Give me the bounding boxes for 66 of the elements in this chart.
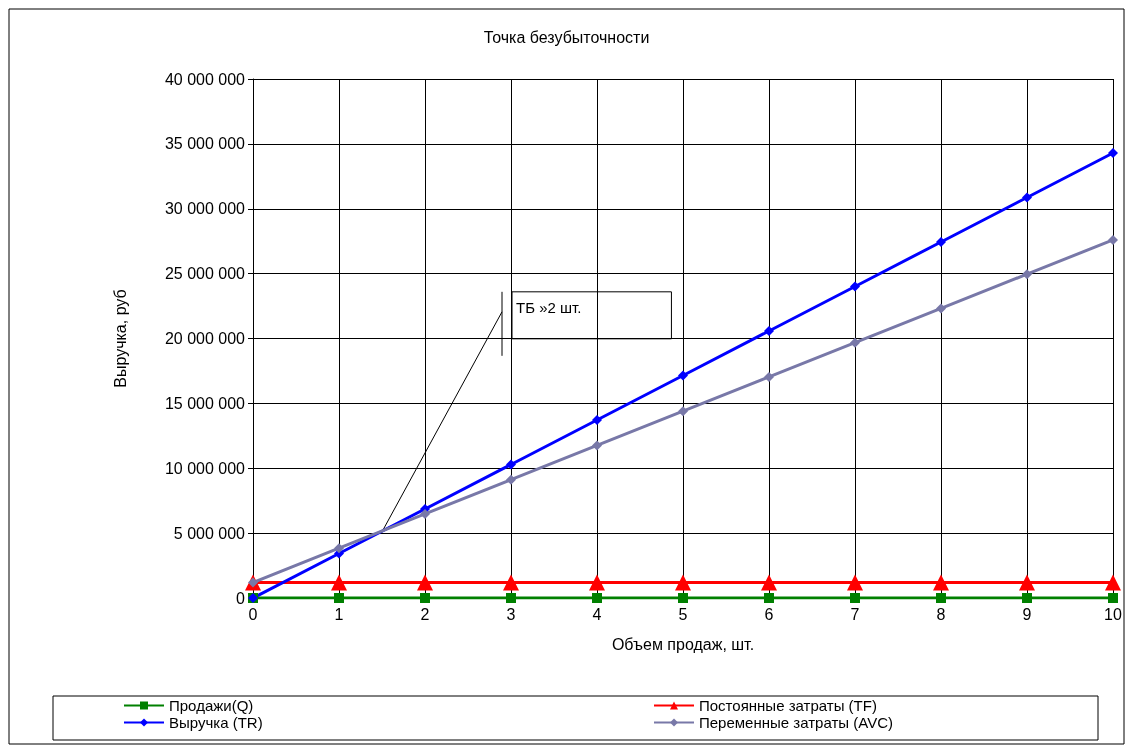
y-axis-title: Выручка, руб [111, 289, 129, 388]
point [1108, 593, 1118, 603]
point [1108, 234, 1118, 245]
point [936, 303, 946, 314]
point [933, 574, 949, 591]
y-tick-label: 35 000 000 [164, 135, 246, 153]
point [850, 593, 860, 603]
annotation: ТБ »2 шт. [516, 298, 582, 316]
legend-label: Продажи(Q) [169, 697, 254, 714]
point [1105, 574, 1121, 591]
point [1022, 269, 1032, 280]
y-tick-label: 10 000 000 [164, 459, 246, 477]
point [506, 593, 516, 603]
y-tick-label: 40 000 000 [164, 70, 246, 88]
point [675, 574, 691, 591]
point [678, 406, 688, 417]
legend-label: Выручка (TR) [169, 714, 263, 731]
point [678, 370, 688, 381]
y-tick-label: 20 000 000 [164, 330, 246, 347]
x-tick-label: 2 [420, 605, 430, 623]
point [850, 337, 860, 348]
point [764, 325, 774, 336]
x-tick-label: 1 [334, 605, 344, 623]
point [506, 474, 516, 485]
x-tick-label: 10 [1104, 605, 1122, 623]
point [506, 459, 516, 470]
point [420, 593, 430, 603]
point [764, 371, 774, 382]
x-tick-label: 7 [850, 605, 860, 623]
x-tick-label: 8 [936, 605, 946, 623]
point [936, 593, 946, 603]
x-tick-label: 5 [678, 605, 688, 623]
point [334, 543, 344, 554]
x-tick-label: 0 [248, 605, 258, 623]
point [847, 574, 863, 591]
point [850, 281, 860, 292]
point [936, 236, 946, 247]
y-tick-label: 25 000 000 [164, 265, 246, 283]
x-tick-label: 6 [764, 605, 774, 623]
legend-label: Постоянные затраты (TF) [699, 697, 877, 714]
point [1022, 593, 1032, 603]
y-tick-label: 30 000 000 [164, 200, 246, 218]
x-axis-title: Объем продаж, шт. [611, 635, 755, 653]
point [334, 593, 344, 603]
point [503, 574, 519, 591]
point [592, 440, 602, 451]
point [1019, 574, 1035, 591]
point [592, 593, 602, 603]
point [1022, 192, 1032, 203]
point [417, 574, 433, 591]
y-tick-label: 0 [236, 589, 246, 607]
point [592, 414, 602, 425]
point [420, 508, 430, 519]
x-tick-label: 3 [506, 605, 516, 623]
point [761, 574, 777, 591]
y-tick-label: 5 000 000 [173, 524, 246, 542]
x-tick-label: 9 [1022, 605, 1032, 623]
chart-title: Точка безубыточности [483, 28, 650, 46]
legend-label: Переменные затраты (AVC) [699, 714, 893, 731]
point [764, 593, 774, 603]
point [1108, 147, 1118, 158]
point [331, 574, 347, 591]
y-tick-label: 15 000 000 [164, 394, 246, 412]
x-tick-label: 4 [592, 605, 602, 623]
point [589, 574, 605, 591]
point [678, 593, 688, 603]
